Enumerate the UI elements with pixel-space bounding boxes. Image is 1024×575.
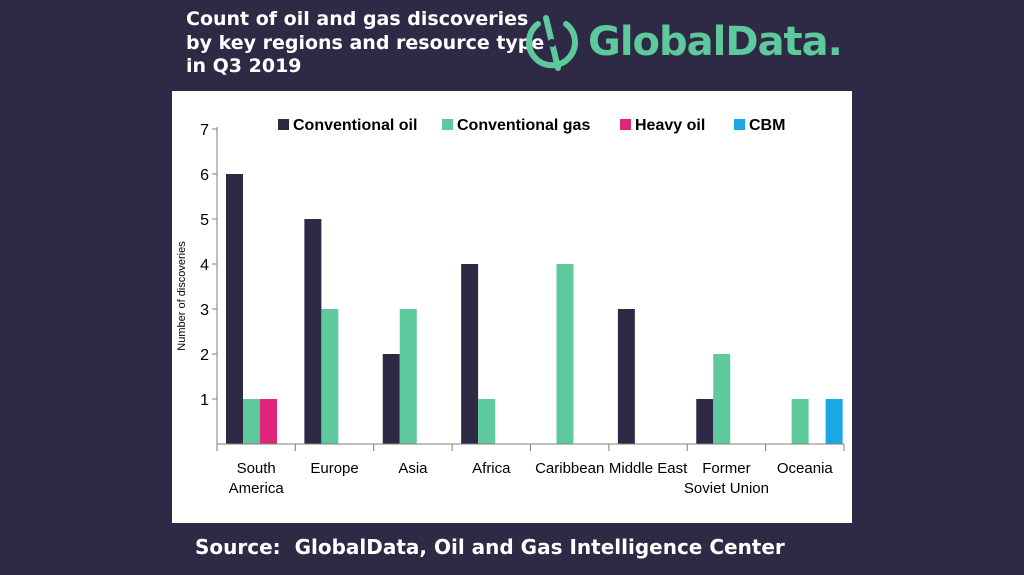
y-tick-label: 2 <box>200 347 209 364</box>
chart-title-line-2: by key regions and resource type <box>186 31 545 54</box>
bars <box>226 174 843 444</box>
bar-conventional-gas <box>791 399 809 444</box>
bar-conventional-gas <box>321 309 339 444</box>
bar-conventional-gas <box>243 399 260 444</box>
bar-conventional-oil <box>226 174 243 444</box>
y-tick-label: 6 <box>200 167 209 184</box>
bar-conventional-oil <box>304 219 322 444</box>
source-note: Source: GlobalData, Oil and Gas Intellig… <box>195 535 785 559</box>
x-tick-label: Middle East <box>609 460 688 477</box>
legend-swatch <box>442 119 453 130</box>
globaldata-logo-icon <box>526 15 578 71</box>
bar-conventional-oil <box>382 354 400 444</box>
y-tick-label: 1 <box>200 392 209 409</box>
chart-panel: Conventional oil Conventional gas Heavy oi… <box>172 91 852 523</box>
bar-conventional-gas <box>713 354 731 444</box>
x-tick-label: Former Soviet Union <box>684 460 769 497</box>
y-tick-label: 7 <box>200 122 209 139</box>
bar-conventional-oil <box>461 264 479 444</box>
bar-conventional-gas <box>556 264 574 444</box>
legend-label: Heavy oil <box>635 117 705 134</box>
chart-title: Count of oil and gas discoveries by key … <box>186 8 544 79</box>
bar-conventional-gas <box>399 309 417 444</box>
x-tick-label: South America <box>229 460 285 497</box>
globaldata-logo: GlobalData. <box>522 12 843 72</box>
bar-heavy-oil <box>260 399 277 444</box>
x-tick-label: Caribbean <box>535 460 604 477</box>
y-axis: 1 2 3 4 5 6 7 <box>200 122 218 444</box>
legend-swatch <box>620 119 631 130</box>
bar-chart: Conventional oil Conventional gas Heavy oi… <box>176 117 845 497</box>
chart-legend: Conventional oil Conventional gas Heavy oi… <box>278 117 785 134</box>
logo-wordmark: GlobalData. <box>588 19 843 65</box>
legend-swatch <box>734 119 745 130</box>
x-tick-label: Asia <box>398 460 428 477</box>
bar-conventional-gas <box>478 399 496 444</box>
y-tick-label: 5 <box>200 212 209 229</box>
y-tick-label: 4 <box>200 257 209 274</box>
bar-conventional-oil <box>617 309 635 444</box>
x-tick-label: Oceania <box>777 460 834 477</box>
chart-title-line-1: Count of oil and gas discoveries <box>186 8 529 30</box>
x-tick-label: Europe <box>310 460 358 477</box>
bar-cbm <box>825 399 843 444</box>
legend-swatch <box>278 119 289 130</box>
legend-label: CBM <box>749 117 785 134</box>
bar-conventional-oil <box>696 399 714 444</box>
y-axis-label: Number of discoveries <box>176 241 188 351</box>
x-tick-label: Africa <box>472 460 511 477</box>
chart-title-line-3: in Q3 2019 <box>186 55 302 77</box>
legend-label: Conventional oil <box>293 117 417 134</box>
x-axis: South America Europe Asia Africa Caribbean Mid… <box>216 443 845 497</box>
y-tick-label: 3 <box>200 302 209 319</box>
legend-label: Conventional gas <box>457 117 590 134</box>
